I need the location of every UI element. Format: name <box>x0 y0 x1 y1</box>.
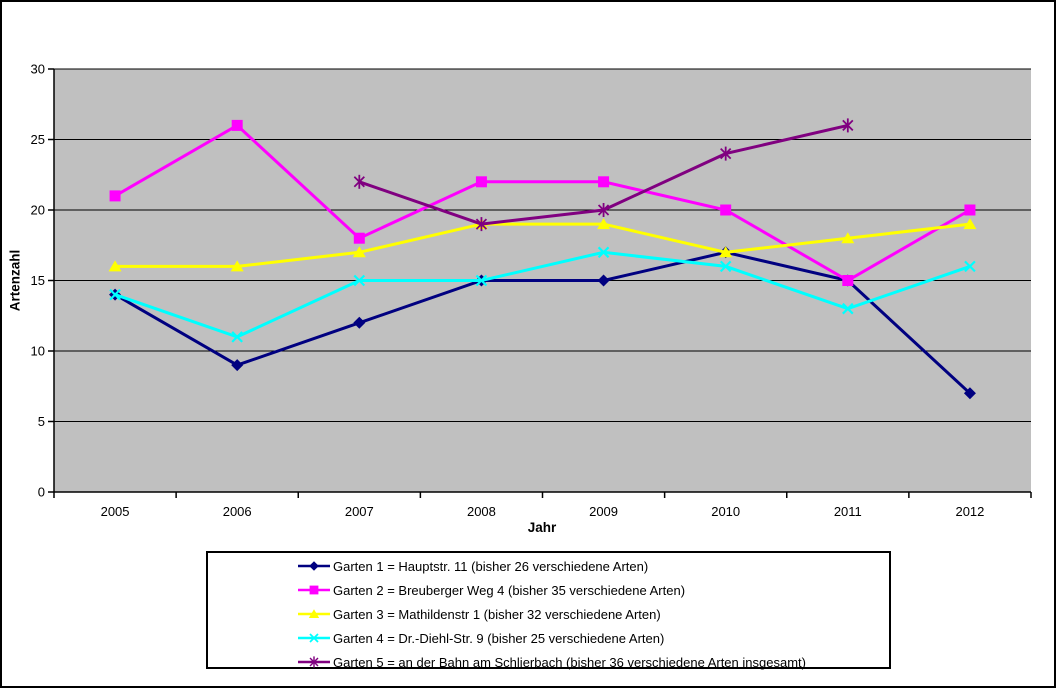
x-tick-label: 2007 <box>345 504 374 519</box>
triangle-marker-icon <box>841 232 855 244</box>
plot-area: 0 5 10 15 20 25 30 2005 2006 2007 2008 2009 2010 2011… <box>31 62 1032 519</box>
y-axis-title: Artenzahl <box>7 249 23 312</box>
x-tick-label: 2005 <box>101 504 130 519</box>
star-marker-icon <box>353 174 365 189</box>
square-marker-icon <box>475 176 487 188</box>
legend-marker-garten-5-icon <box>298 656 330 668</box>
x-marker-icon <box>842 302 854 315</box>
legend-marker-garten-1-icon <box>298 561 330 571</box>
legend-marker-garten-2-icon <box>298 585 330 595</box>
legend-label: Garten 5 = an der Bahn am Schlierbach (b… <box>333 654 806 670</box>
y-tick-label: 5 <box>38 414 45 429</box>
star-marker-icon <box>309 656 319 668</box>
square-marker-icon <box>598 176 610 188</box>
x-tick-label: 2009 <box>589 504 618 519</box>
legend-label: Garten 2 = Breuberger Weg 4 (bisher 35 v… <box>333 582 686 598</box>
series-line-2 <box>114 123 971 283</box>
y-tick-label: 15 <box>31 273 45 288</box>
x-marker-icon <box>353 274 366 287</box>
star-marker-icon <box>475 217 488 232</box>
triangle-marker-icon <box>230 260 244 272</box>
x-axis-title: Jahr <box>527 520 557 535</box>
legend: Garten 1 = Hauptstr. 11 (bisher 26 versc… <box>206 551 891 670</box>
x-tick-label: 2011 <box>834 504 862 519</box>
legend-label: Garten 3 = Mathildenstr 1 (bisher 32 ver… <box>333 606 661 622</box>
legend-item: Garten 4 = Dr.-Diehl-Str. 9 (bisher 25 v… <box>297 626 889 650</box>
series-line-3 <box>115 222 971 268</box>
square-marker-icon <box>720 204 732 216</box>
square-marker-icon <box>231 119 243 131</box>
y-tick-label: 10 <box>31 344 45 359</box>
triangle-marker-icon <box>352 246 366 258</box>
triangle-marker-icon <box>597 218 611 230</box>
x-tick-label: 2008 <box>467 504 496 519</box>
x-marker-icon <box>719 260 732 273</box>
series-markers-5 <box>353 118 854 232</box>
diamond-marker-icon <box>597 274 610 287</box>
square-marker-icon <box>109 190 121 202</box>
diamond-marker-icon <box>309 561 319 571</box>
square-marker-icon <box>842 275 854 286</box>
x-tick-label: 2010 <box>711 504 740 519</box>
series-line-1 <box>114 250 971 395</box>
x-tick-label: 2006 <box>223 504 252 519</box>
x-marker-icon <box>109 288 121 301</box>
triangle-marker-icon <box>719 246 733 258</box>
triangle-marker-icon <box>108 260 122 272</box>
legend-marker-garten-3-icon <box>298 609 330 618</box>
series-line-4 <box>114 250 971 339</box>
legend-item: Garten 2 = Breuberger Weg 4 (bisher 35 v… <box>297 578 889 602</box>
star-marker-icon <box>597 203 610 217</box>
star-marker-icon <box>842 118 854 133</box>
x-marker-icon <box>231 331 243 343</box>
y-tick-label: 25 <box>31 132 45 147</box>
diamond-marker-icon <box>231 359 244 372</box>
series-markers-2 <box>109 119 976 286</box>
y-tick-label: 0 <box>38 485 45 500</box>
legend-label: Garten 1 = Hauptstr. 11 (bisher 26 versc… <box>333 558 649 574</box>
y-tick-label: 20 <box>31 203 45 218</box>
square-marker-icon <box>353 232 365 244</box>
y-tick-label: 30 <box>31 62 45 77</box>
x-tick-label: 2012 <box>955 504 984 519</box>
triangle-marker-icon <box>308 609 320 618</box>
star-marker-icon <box>720 146 732 161</box>
legend-marker-garten-4-icon <box>298 633 330 643</box>
legend-item: Garten 5 = an der Bahn am Schlierbach (b… <box>297 650 889 674</box>
x-marker-icon <box>309 633 319 643</box>
legend-label: Garten 4 = Dr.-Diehl-Str. 9 (bisher 25 v… <box>333 630 665 646</box>
x-marker-icon <box>475 274 488 287</box>
legend-item: Garten 1 = Hauptstr. 11 (bisher 26 versc… <box>297 554 889 578</box>
legend-item: Garten 3 = Mathildenstr 1 (bisher 32 ver… <box>297 602 889 626</box>
series-markers-4 <box>109 246 976 343</box>
diamond-marker-icon <box>963 387 976 400</box>
x-marker-icon <box>964 260 976 273</box>
triangle-marker-icon <box>963 218 977 230</box>
square-marker-icon <box>309 585 319 595</box>
square-marker-icon <box>964 204 976 216</box>
diamond-marker-icon <box>353 316 366 329</box>
x-marker-icon <box>597 246 610 259</box>
